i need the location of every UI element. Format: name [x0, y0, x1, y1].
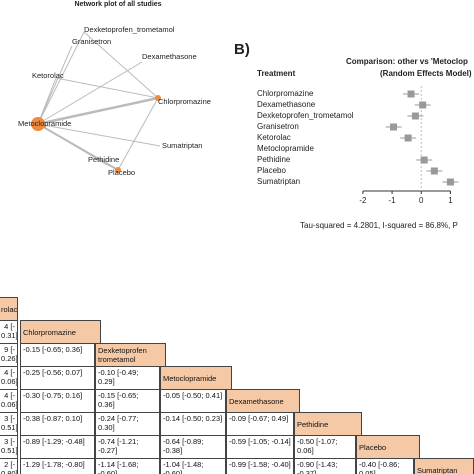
edge: [37, 123, 161, 147]
node-label: Ketorolac: [32, 71, 64, 80]
table-cell: -0.40 [-0.86; 0.05]: [356, 458, 414, 474]
table-cell: -0.89 [-1.29; -0.48]: [20, 435, 95, 459]
estimate-box: [446, 178, 454, 186]
edge: [37, 31, 85, 125]
table-cell: -0.90 [-1.43; -0.37]: [294, 458, 356, 474]
table-cell: -0.14 [-0.50; 0.23]: [160, 412, 226, 436]
table-cell: 4 [- 0.31]: [0, 320, 18, 344]
node-label: Chlorpromazine: [158, 97, 211, 106]
network-node: [31, 117, 45, 131]
panel-label: B): [234, 41, 250, 58]
figure-top: Network plot of all studies B) Compariso…: [18, 1, 472, 230]
table-cell: 4 [- 0.06]: [0, 389, 18, 413]
edge: [37, 45, 73, 125]
node-label: Dexketoprofen_trometamol: [84, 25, 175, 34]
treatment-label: Metoclopramide: [257, 144, 314, 153]
network-title: Network plot of all studies: [74, 1, 161, 8]
table-cell: -0.15 [-0.65; 0.36]: [20, 343, 95, 367]
treatment-label: Granisetron: [257, 122, 299, 131]
treatment-label: Pethidine: [257, 155, 291, 164]
table-header-cell: Chlorpromazine: [20, 320, 101, 344]
node-label: Placebo: [108, 168, 135, 177]
node-label: Pethidine: [88, 155, 119, 164]
table-cell: 2 [- 0.80]: [0, 458, 18, 474]
x-tick-label: 1: [448, 196, 453, 205]
node-label: Sumatriptan: [162, 141, 202, 150]
table-header-cell: Placebo: [356, 435, 420, 459]
estimate-box: [407, 90, 415, 98]
table-cell: -0.30 [-0.75; 0.16]: [20, 389, 95, 413]
estimate-box: [420, 156, 428, 164]
table-cell: -1.14 [-1.68; -0.60]: [95, 458, 160, 474]
table-header-cell: Sumatriptan: [414, 458, 474, 474]
node-label: Dexamethasone: [142, 52, 197, 61]
table-cell: -0.15 [-0.65; 0.36]: [95, 389, 160, 413]
table-header-cell: Pethidine: [294, 412, 362, 436]
table-cell: 3 [- 0.51]: [0, 435, 18, 459]
edge: [37, 123, 119, 171]
x-tick-label: 0: [419, 196, 424, 205]
x-tick-label: -1: [389, 196, 397, 205]
node-label: Metoclopramide: [18, 119, 71, 128]
treatment-label: Placebo: [257, 166, 286, 175]
edge: [117, 97, 159, 171]
table-cell: -0.10 [-0.49; 0.29]: [95, 366, 160, 390]
table-cell: -1.29 [-1.78; -0.80]: [20, 458, 95, 474]
estimate-box: [404, 134, 412, 142]
edge: [37, 96, 159, 126]
table-cell: -0.25 [-0.56; 0.07]: [20, 366, 95, 390]
table-cell: 4 [- 0.06]: [0, 366, 18, 390]
edge: [37, 61, 143, 125]
table-cell: -0.24 [-0.77; 0.30]: [95, 412, 160, 436]
estimate-box: [430, 167, 438, 175]
treatment-label: Chlorpromazine: [257, 89, 314, 98]
network-node: [115, 167, 121, 173]
treatment-label: Dexketoprofen_trometamol: [257, 111, 354, 120]
table-cell: -1.04 [-1.48; -0.60]: [160, 458, 226, 474]
table-header-cell: Dexketoprofen trometamol: [95, 343, 166, 367]
forest-title: Comparison: other vs 'Metoclop: [346, 57, 468, 66]
node-label: Granisetron: [72, 37, 111, 46]
edge: [37, 77, 57, 125]
forest-header: Treatment: [257, 69, 296, 78]
table-cell: -0.38 [-0.87; 0.10]: [20, 412, 95, 436]
table-cell: -0.05 [-0.50; 0.41]: [160, 389, 226, 413]
table-cell: -0.09 [-0.67; 0.49]: [226, 412, 294, 436]
table-header-cell: rolac: [0, 297, 18, 321]
edge: [55, 77, 159, 99]
table-cell: -0.99 [-1.58; -0.40]: [226, 458, 294, 474]
treatment-label: Dexamethasone: [257, 100, 316, 109]
table-cell: -0.59 [-1.05; -0.14]: [226, 435, 294, 459]
treatment-label: Ketorolac: [257, 133, 291, 142]
edge: [83, 31, 159, 99]
table-header-cell: Dexamethasone: [226, 389, 300, 413]
table-cell: 9 [- 0.26]: [0, 343, 18, 367]
estimate-box: [419, 101, 427, 109]
network-edges: [37, 31, 161, 171]
table-cell: 3 [- 0.51]: [0, 412, 18, 436]
table-cell: -0.74 [-1.21; -0.27]: [95, 435, 160, 459]
table-cell: -0.64 [-0.89; -0.38]: [160, 435, 226, 459]
forest-stats: Tau-squared = 4.2801, I-squared = 86.8%,…: [300, 221, 458, 230]
treatment-label: Sumatriptan: [257, 177, 300, 186]
x-tick-label: -2: [359, 196, 367, 205]
estimate-box: [411, 112, 419, 120]
table-cell: -0.50 [-1.07; 0.06]: [294, 435, 356, 459]
estimate-box: [390, 123, 398, 131]
forest-subtitle: (Random Effects Model): [380, 69, 472, 78]
network-node: [155, 95, 161, 101]
table-header-cell: Metoclopramide: [160, 366, 232, 390]
